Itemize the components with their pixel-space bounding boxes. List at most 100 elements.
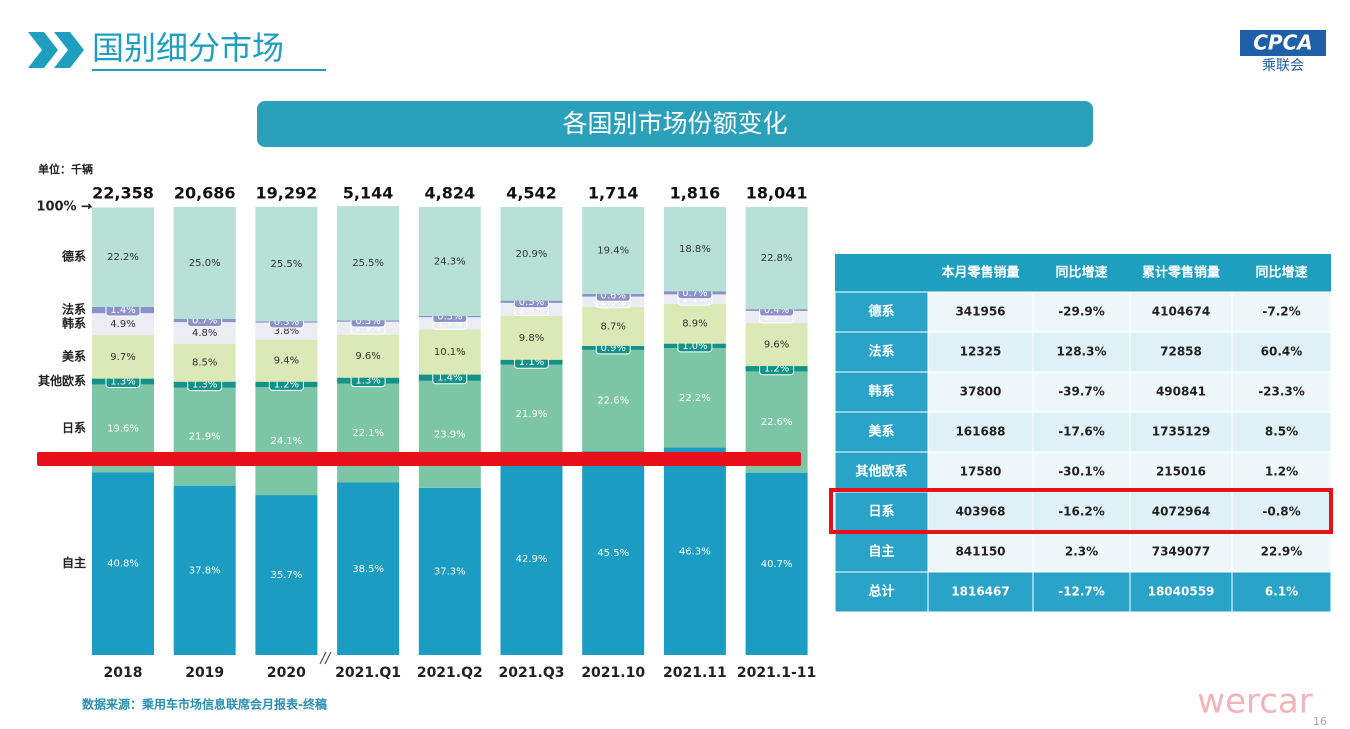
logo: CPCA [1253,31,1313,55]
cell [1129,331,1233,373]
value-label: 4.8% [192,328,217,339]
row-label: 韩系 [868,384,894,400]
legend-label: 日系 [62,420,86,435]
value-label: 0.9% [600,343,625,354]
total-label: 19,292 [256,184,318,203]
cell-text: 2.3% [1065,545,1098,559]
value-label: 22.1% [352,428,384,439]
value-label: 19.4% [597,245,629,256]
bar-segment [663,303,726,344]
row-label: 德系 [868,304,894,320]
total-label: 22,358 [92,184,154,203]
value-label: 46.3% [679,546,711,557]
x-tick-label: 2020 [267,665,306,681]
legend-label: 法系 [62,302,86,317]
axis-break [324,651,332,665]
page-title: 国别细分市场 [92,29,284,67]
value-label: 1.3% [355,376,380,387]
value-label: 40.8% [107,559,139,570]
logo-sub: 乘联会 [1262,58,1304,74]
bar-segment [173,322,236,344]
column-header: 同比增速 [1255,265,1307,281]
cell [1129,571,1233,613]
total-label: 4,824 [424,184,475,203]
cell [1032,411,1131,453]
row-label: 自主 [868,544,894,560]
row-label-cell [834,491,929,533]
cell-text: -7.2% [1262,305,1300,319]
cell [927,291,1034,333]
chevron [54,32,84,68]
value-label: 24.3% [434,256,466,267]
column-header: 同比增速 [1055,265,1107,281]
bar-segment [92,335,154,379]
cell [1231,371,1332,413]
cell-text: -12.7% [1058,585,1105,599]
cell [927,371,1034,413]
value-label: 38.5% [352,564,384,575]
cell-text: -16.2% [1058,505,1105,519]
bar-segment [255,339,318,382]
value-label: 3.8% [274,326,299,337]
value-label: 19.6% [107,423,139,434]
cell [1129,291,1233,333]
x-tick-label: 2019 [185,665,224,681]
value-label: 9.4% [274,356,299,367]
value-label: 21.9% [516,409,548,420]
column-header: 累计零售销量 [1142,265,1220,281]
row-label: 法系 [868,344,894,360]
cell-text: 22.9% [1261,545,1303,559]
bar-segment [255,387,318,496]
total-label: 5,144 [343,184,394,203]
value-label: 4.9% [110,319,135,330]
column-header: 本月零售销量 [941,265,1019,281]
bar-segment [663,447,726,655]
cell-text: 1.2% [1265,465,1298,479]
axis-break [319,651,327,665]
cell [927,491,1034,533]
value-label: 1.1% [519,357,544,368]
cell-text: 1735129 [1152,425,1210,439]
cell-text: 128.3% [1057,345,1107,359]
value-label: 0.3% [355,316,380,327]
value-label: 24.1% [271,436,303,447]
bar-segment [173,343,236,382]
bar-segment [92,472,154,655]
cell [1231,531,1332,573]
cell-text: 18040559 [1148,585,1215,599]
source: 数据来源：乘用车市场信息联席会月报表-终稿 [82,697,327,712]
value-label: 2.7% [437,318,462,329]
value-label: 25.0% [189,258,221,269]
row-label-cell [834,411,929,453]
cell-text: 17580 [960,465,1002,479]
y-tick-label: 100% → [36,200,92,215]
value-label: 45.5% [597,548,629,559]
legend-label: 自主 [62,555,86,570]
cell-text: 12325 [960,345,1002,359]
value-label: 2.7% [764,312,789,323]
bar-segment [582,451,645,655]
x-tick-label: 2021.10 [581,665,645,681]
cell [1231,411,1332,453]
cell-text: -23.3% [1258,385,1305,399]
bar-segment [418,487,481,655]
value-label: 0.4% [764,305,789,316]
cell-text: 4072964 [1152,505,1210,519]
value-label: 9.6% [764,340,789,351]
value-label: 9.7% [110,352,135,363]
cell [1129,451,1233,493]
value-label: 0.7% [682,288,707,299]
bar-segment [337,482,400,655]
bar-segment [500,462,563,655]
value-label: 2.3% [600,297,625,308]
cell-text: 1816467 [951,585,1009,599]
value-label: 21.9% [189,432,221,443]
cell-text: 161688 [955,425,1005,439]
cell-text: 8.5% [1265,425,1298,439]
row-label-cell [834,571,929,613]
unit-label: 单位：千辆 [38,162,93,176]
value-label: 22.8% [761,253,793,264]
cell [1032,371,1131,413]
logo-box [1240,30,1326,56]
value-label: 1.3% [110,376,135,387]
